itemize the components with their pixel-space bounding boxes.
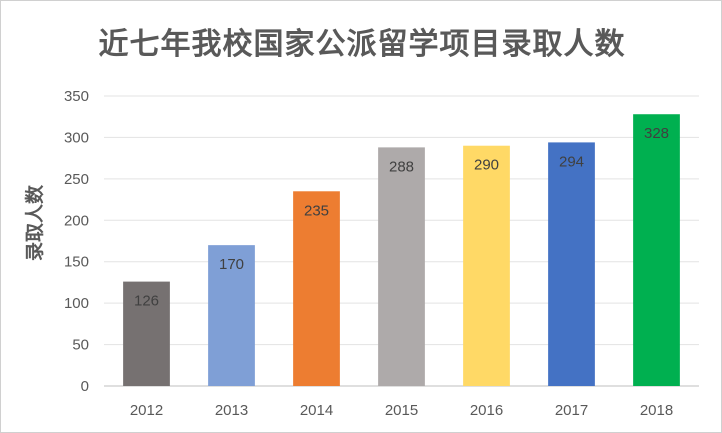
- bar-2017: [548, 142, 595, 386]
- bar-2012: [123, 281, 170, 386]
- bar-2016: [463, 145, 510, 386]
- y-tick-label: 350: [64, 88, 89, 105]
- x-axis-ticks: 2012 2013 2014 2015 2016 2017 2018: [130, 402, 673, 419]
- data-label-2013: 170: [219, 256, 244, 273]
- data-label-2018: 328: [644, 125, 669, 142]
- x-tick-label: 2013: [215, 402, 248, 419]
- data-label-2017: 294: [559, 153, 584, 170]
- y-axis-title: 录取人数: [23, 184, 46, 261]
- y-tick-label: 150: [64, 254, 89, 271]
- y-tick-label: 300: [64, 129, 89, 146]
- x-tick-label: 2014: [300, 402, 333, 419]
- data-label-2014: 235: [304, 202, 329, 219]
- y-tick-label: 100: [64, 295, 89, 312]
- y-tick-label: 0: [81, 378, 89, 395]
- data-label-2015: 288: [389, 158, 414, 175]
- data-label-2016: 290: [474, 157, 499, 174]
- bar-2014: [293, 191, 340, 386]
- x-tick-label: 2016: [470, 402, 503, 419]
- x-tick-label: 2017: [555, 402, 588, 419]
- x-tick-label: 2015: [385, 402, 418, 419]
- bar-2018: [633, 114, 680, 386]
- bars: 126 170 235 288 290 294 328: [123, 114, 680, 386]
- y-tick-label: 200: [64, 212, 89, 229]
- x-tick-label: 2018: [640, 402, 673, 419]
- bar-2015: [378, 147, 425, 386]
- y-axis-ticks: 0 50 100 150 200 250 300 350: [64, 88, 89, 395]
- x-tick-label: 2012: [130, 402, 163, 419]
- y-tick-label: 250: [64, 171, 89, 188]
- data-label-2012: 126: [134, 293, 159, 310]
- y-tick-label: 50: [72, 337, 89, 354]
- chart-title: 近七年我校国家公派留学项目录取人数: [98, 27, 626, 62]
- bar-2013: [208, 245, 255, 386]
